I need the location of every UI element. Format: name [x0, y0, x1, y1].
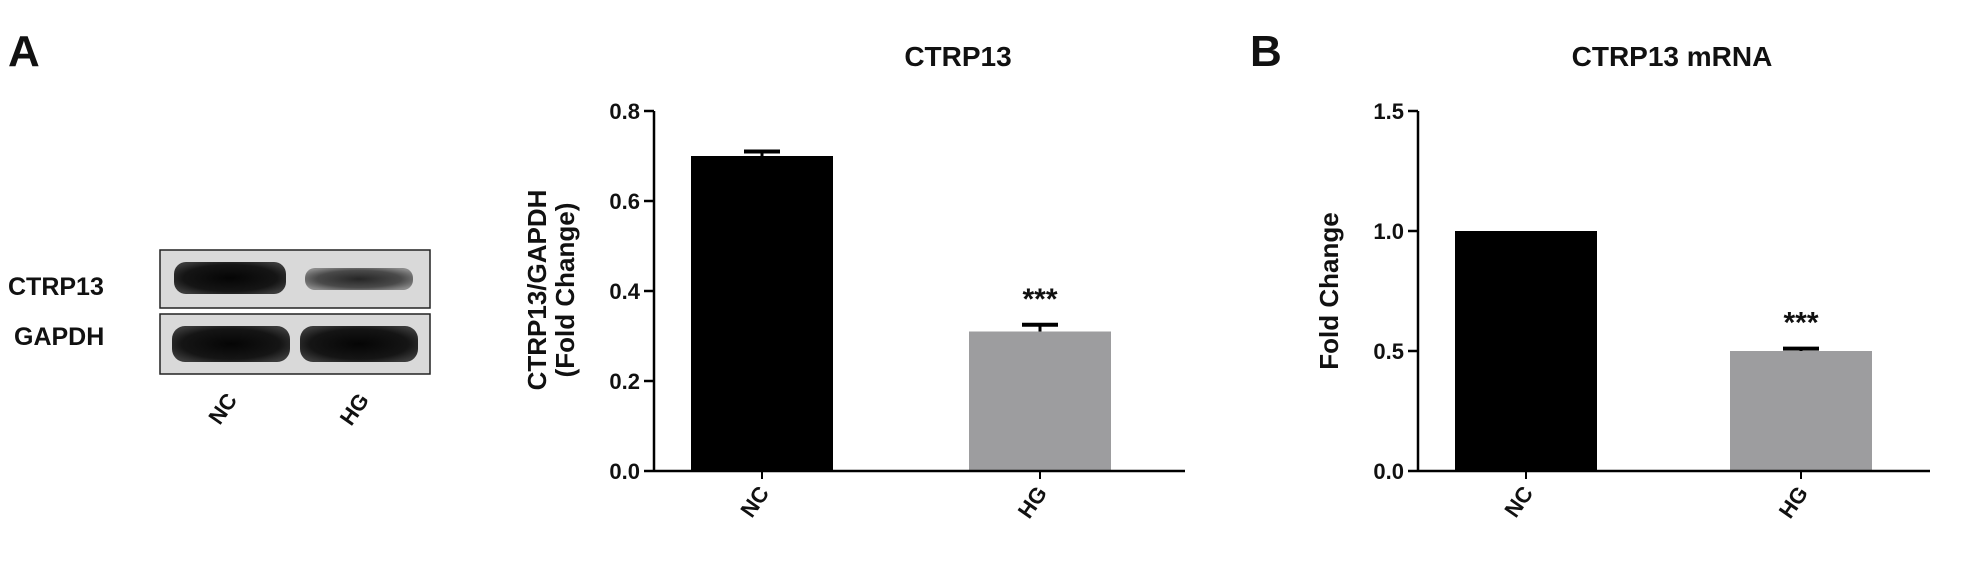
c2-y-tick-label-1: 0.5 [1373, 339, 1404, 364]
c1-ylabel-line-0: CTRP13/GAPDH [522, 190, 552, 391]
c1-y-tick-label-3: 0.6 [609, 189, 640, 214]
c2-bar-nc [1455, 231, 1597, 471]
chart-ctrp13-protein: CTRP13 CTRP13/GAPDH(Fold Change) NC HG *** 0.… [522, 41, 1185, 523]
c2-bar-hg [1730, 351, 1872, 471]
c1-category-label-hg: HG [1013, 482, 1052, 523]
panel-label-a: A [8, 27, 40, 76]
c1-significance: *** [1022, 283, 1057, 316]
c2-category-label-hg: HG [1774, 482, 1813, 523]
c1-title: CTRP13 [904, 41, 1011, 72]
c2-y-tick-label-3: 1.5 [1373, 99, 1404, 124]
panel-label-b: B [1250, 27, 1282, 76]
blot-lane-label-nc: NC [203, 388, 242, 428]
band-ctrp13-nc [174, 262, 286, 294]
c1-y-tick-label-2: 0.4 [609, 279, 640, 304]
band-gapdh-hg [300, 326, 418, 362]
c1-y-tick-label-1: 0.2 [609, 369, 640, 394]
c1-y-tick-label-0: 0.0 [609, 459, 640, 484]
blot-lane-label-hg: HG [335, 389, 374, 430]
band-gapdh-nc [172, 326, 290, 362]
blot-row-label-gapdh: GAPDH [14, 323, 104, 351]
c2-y-tick-label-0: 0.0 [1373, 459, 1404, 484]
western-blot: CTRP13 GAPDH NC HG [8, 249, 431, 430]
chart-ctrp13-mrna: CTRP13 mRNA Fold Change NC HG *** 0.0 0.5 1.0 1.… [1314, 41, 1930, 523]
c2-significance: *** [1783, 307, 1818, 340]
c1-category-label-nc: NC [735, 481, 774, 521]
band-ctrp13-hg [305, 268, 413, 290]
c2-title: CTRP13 mRNA [1572, 41, 1773, 72]
c1-bar-hg [969, 331, 1111, 471]
c1-bar-nc [691, 156, 833, 471]
blot-row-label-ctrp13: CTRP13 [8, 273, 104, 301]
c1-y-tick-label-4: 0.8 [609, 99, 640, 124]
c2-ylabel-line-0: Fold Change [1314, 212, 1344, 369]
c2-y-tick-label-2: 1.0 [1373, 219, 1404, 244]
c1-ylabel-line-1: (Fold Change) [550, 203, 580, 378]
c2-category-label-nc: NC [1499, 481, 1538, 521]
